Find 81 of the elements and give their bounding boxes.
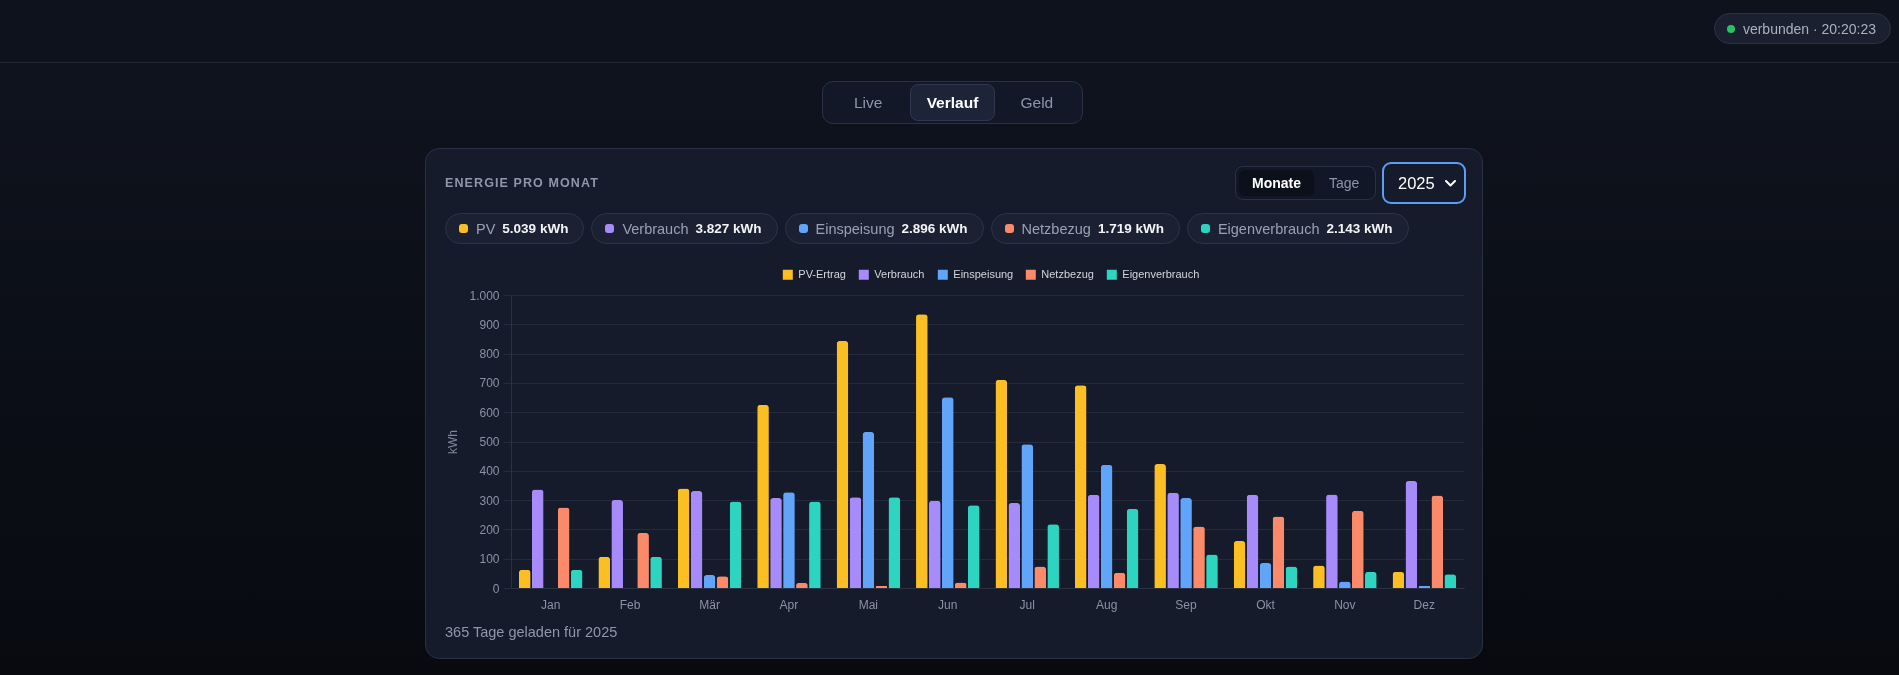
y-axis-title: kWh xyxy=(446,430,461,454)
y-tick-label: 0 xyxy=(492,581,500,596)
bar xyxy=(729,501,742,588)
text: verbunden · 20:20:23 xyxy=(1742,20,1876,37)
x-tick-label: Sep xyxy=(1175,597,1198,612)
bar xyxy=(531,489,544,588)
text: 2.896 kWh xyxy=(901,221,968,236)
bar xyxy=(598,556,611,588)
text: Live xyxy=(852,92,884,113)
bar xyxy=(677,488,690,588)
tab-button: Verlauf xyxy=(910,84,995,121)
bar xyxy=(836,341,849,588)
bar xyxy=(995,379,1008,588)
bar xyxy=(1008,503,1021,588)
bar xyxy=(849,497,862,588)
legend-label: Verbrauch xyxy=(874,267,925,280)
y-tick-label: 1.000 xyxy=(469,288,500,303)
x-tick-label: Apr xyxy=(779,597,799,612)
text: PV xyxy=(476,220,496,237)
bar xyxy=(928,500,941,588)
y-tick-label: 200 xyxy=(479,522,500,537)
bar xyxy=(1431,495,1444,588)
bar xyxy=(1233,541,1246,588)
text: Eigenverbrauch xyxy=(1217,220,1320,237)
bar xyxy=(967,505,980,588)
y-tick-label: 600 xyxy=(479,405,500,420)
text: Tage xyxy=(1328,174,1361,193)
text: 3.827 kWh xyxy=(695,221,762,236)
legend-label: Einspeisung xyxy=(953,267,1014,280)
text: Geld xyxy=(1019,92,1055,113)
x-tick-label: Mai xyxy=(858,597,879,612)
bar xyxy=(1074,385,1087,588)
bar xyxy=(941,397,954,588)
x-tick-label: Jul xyxy=(1019,597,1035,612)
bar xyxy=(1259,563,1272,588)
legend-label: Netzbezug xyxy=(1041,267,1094,280)
x-tick-label: Jun xyxy=(938,597,958,612)
legend-label: PV-Ertrag xyxy=(798,267,846,280)
text: Netzbezug xyxy=(1021,220,1091,237)
legend-label: Eigenverbrauch xyxy=(1122,267,1200,280)
bar xyxy=(690,491,703,588)
bar xyxy=(1100,464,1113,588)
text: 2.143 kWh xyxy=(1326,221,1393,236)
x-tick-label: Feb xyxy=(619,597,641,612)
text: Verbrauch xyxy=(622,220,689,237)
bar xyxy=(1126,508,1139,588)
text: 365 Tage geladen für 2025 xyxy=(445,624,618,640)
bar xyxy=(557,507,570,588)
x-tick-label: Aug xyxy=(1095,597,1118,612)
bar xyxy=(1246,494,1259,588)
x-tick-label: Mär xyxy=(699,597,720,612)
x-tick-label: Okt xyxy=(1256,597,1276,612)
toggle-button: Monate xyxy=(1239,170,1314,196)
bar xyxy=(570,569,583,588)
chart-title: ENERGIE PRO MONAT xyxy=(445,176,599,190)
y-tick-label: 700 xyxy=(479,376,500,391)
y-tick-label: 300 xyxy=(479,493,500,508)
bar xyxy=(862,432,875,588)
bar xyxy=(1364,571,1377,588)
text: 5.039 kWh xyxy=(502,221,569,236)
bar xyxy=(1272,516,1285,588)
text: Einspeisung xyxy=(815,220,895,237)
dropdown: 2025 xyxy=(1382,162,1466,204)
bar xyxy=(518,569,531,588)
bar xyxy=(1285,566,1298,588)
bar xyxy=(1087,494,1100,588)
bar xyxy=(703,575,716,588)
bar xyxy=(1392,571,1405,588)
x-tick-label: Jan xyxy=(541,597,561,612)
bar xyxy=(888,497,901,588)
bar xyxy=(1021,444,1034,588)
x-tick-label: Nov xyxy=(1334,597,1356,612)
bar xyxy=(1034,566,1047,588)
y-tick-label: 800 xyxy=(479,347,500,362)
y-tick-label: 100 xyxy=(479,552,500,567)
text: 1.719 kWh xyxy=(1097,221,1164,236)
y-tick-label: 400 xyxy=(479,464,500,479)
x-tick-label: Dez xyxy=(1413,597,1435,612)
y-tick-label: 500 xyxy=(479,435,500,449)
bar xyxy=(1405,481,1418,588)
y-tick-label: 900 xyxy=(479,317,500,332)
